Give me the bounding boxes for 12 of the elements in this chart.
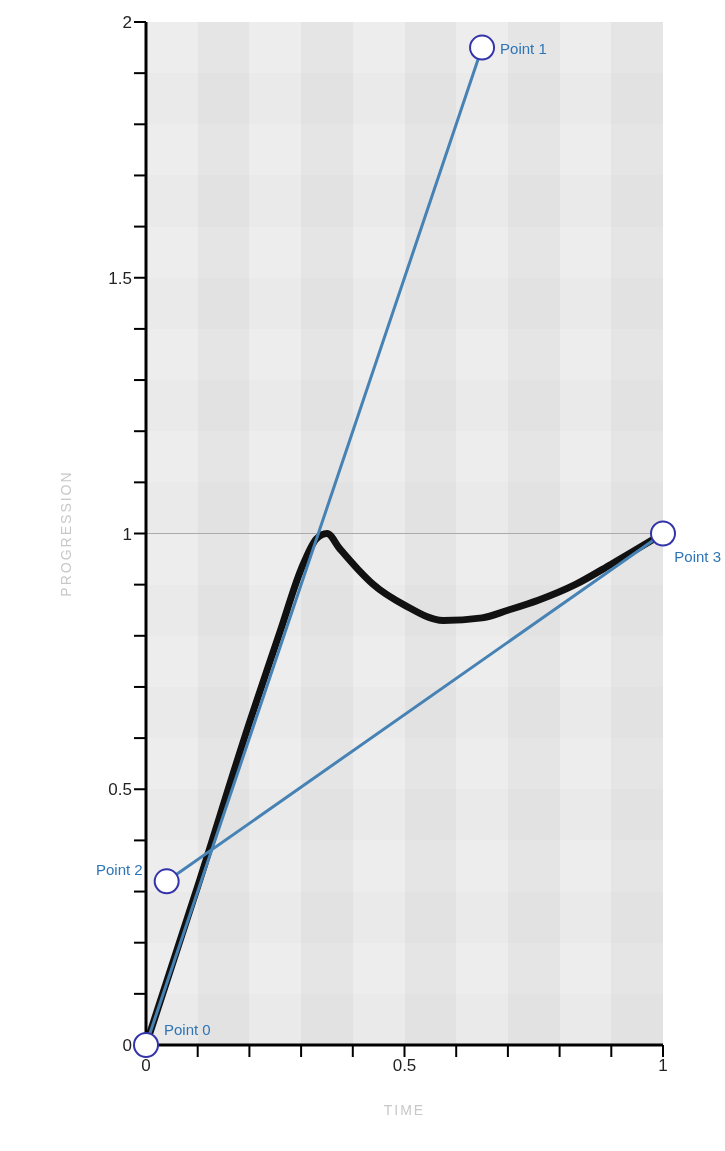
y-tick-label: 2 [122, 13, 132, 33]
x-tick-label: 0 [141, 1056, 151, 1076]
x-tick-label: 0.5 [392, 1056, 417, 1076]
x-tick-label: 1 [658, 1056, 668, 1076]
annotation: Point 1 [500, 39, 547, 57]
y-tick-label: 1.5 [108, 268, 132, 288]
y-tick-label: 0.5 [108, 780, 132, 800]
annotation: Point 3 [674, 547, 721, 565]
annotation: Point 0 [164, 1021, 211, 1038]
y-tick-label: 1 [122, 524, 132, 544]
annotation: Point 2 [95, 861, 143, 879]
y-tick-label: 0 [122, 1036, 132, 1056]
